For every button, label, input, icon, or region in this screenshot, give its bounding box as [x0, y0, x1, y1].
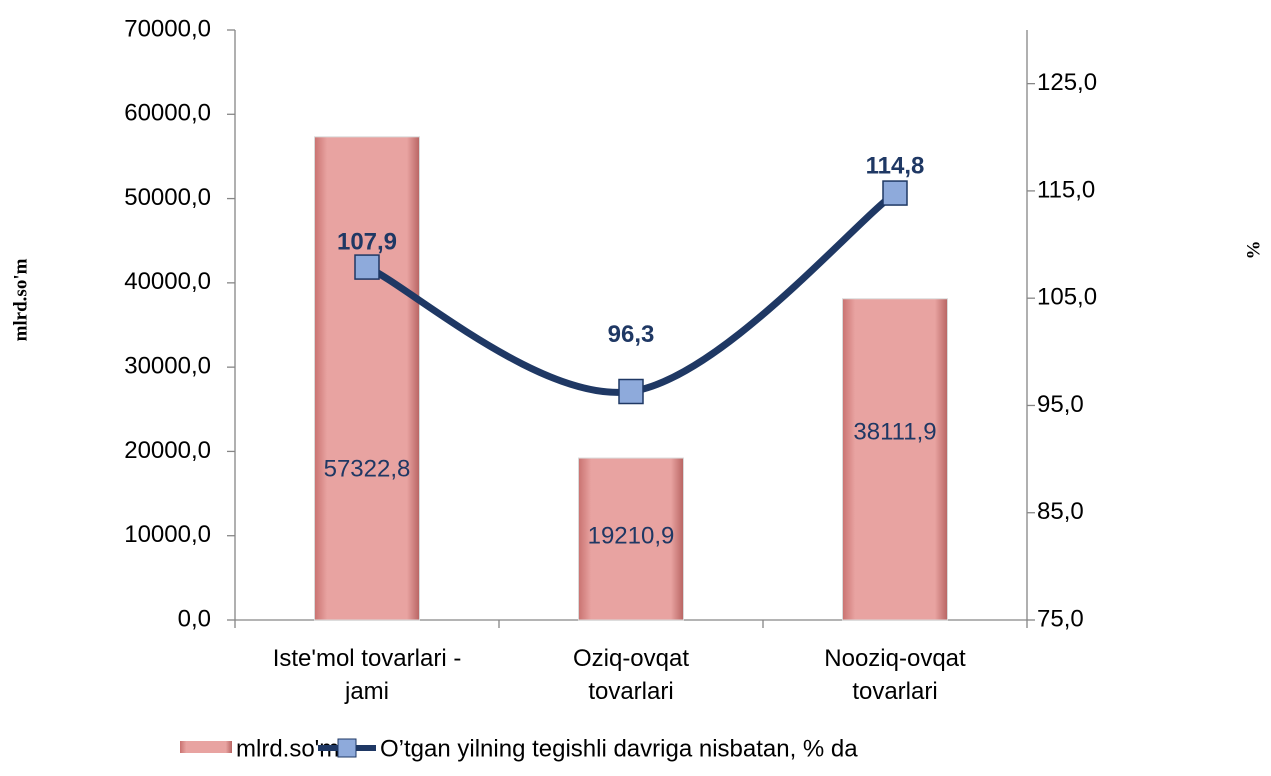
line-value-label: 107,9: [337, 228, 397, 255]
y-tick-label: 30000,0: [124, 352, 211, 379]
bar-value-label: 38111,9: [853, 418, 936, 445]
legend-swatch: [180, 741, 232, 753]
line: [365, 190, 898, 396]
line-marker: [618, 378, 644, 405]
y2-tick-label: 95,0: [1037, 391, 1084, 418]
y-tick-label: 20000,0: [124, 437, 211, 464]
bar: [842, 298, 948, 621]
y-tick-label: 0,0: [178, 605, 211, 632]
bar: [314, 136, 420, 621]
y2-tick-label: 75,0: [1037, 605, 1084, 632]
bar: [578, 457, 684, 621]
y2-tick-label: 105,0: [1037, 284, 1097, 311]
x-tick-label: Nooziq-ovqat tovarlari: [824, 645, 966, 705]
y-tick-label: 10000,0: [124, 521, 211, 548]
legend-marker: [337, 738, 357, 758]
y-tick-label: 50000,0: [124, 184, 211, 211]
y2-axis-title: %: [1243, 241, 1264, 260]
bar-value-label: 57322,8: [324, 455, 411, 482]
legend-label: O’tgan yilning tegishli davriga nisbatan…: [380, 735, 858, 762]
y2-tick-label: 85,0: [1037, 498, 1084, 525]
y-tick-label: 70000,0: [124, 15, 211, 42]
y-tick-label: 40000,0: [124, 268, 211, 295]
y-tick-label: 60000,0: [124, 100, 211, 127]
line-marker: [882, 180, 908, 206]
bar-value-label: 19210,9: [588, 522, 675, 549]
y-axis-title: mlrd.so'm: [10, 258, 31, 341]
x-tick-label: Oziq-ovqat tovarlari: [573, 645, 689, 705]
line-value-label: 96,3: [608, 321, 655, 348]
line-marker: [354, 254, 380, 280]
y2-tick-label: 125,0: [1037, 69, 1097, 96]
y2-tick-label: 115,0: [1037, 176, 1095, 203]
line-value-label: 114,8: [866, 152, 925, 179]
x-tick-label: Iste'mol tovarlari -jami: [273, 645, 462, 705]
